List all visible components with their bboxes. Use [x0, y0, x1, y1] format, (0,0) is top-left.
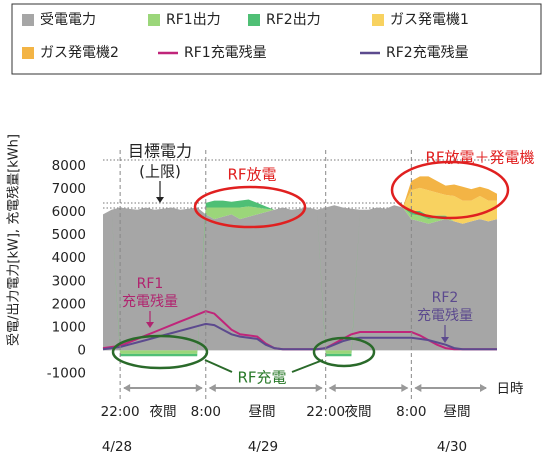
annotation: 4/30: [437, 439, 467, 455]
line: [102, 322, 497, 351]
legend-swatch: [372, 14, 384, 26]
annotation: RF2: [432, 290, 459, 306]
annotation: RF充電: [237, 369, 286, 387]
legend-label: RF2充電残量: [386, 45, 469, 61]
highlight: [390, 160, 510, 220]
highlight: [312, 336, 376, 368]
legend-label: ガス発電機1: [390, 12, 469, 28]
annotation: 夜間: [345, 404, 372, 420]
legend-label: RF1出力: [166, 12, 221, 28]
annotation: RF放電: [227, 166, 276, 184]
y-tick-label: 8000: [52, 158, 86, 174]
y-tick-label: 3000: [52, 273, 86, 289]
legend-label: ガス発電機2: [40, 45, 119, 61]
legend-swatch: [22, 14, 34, 26]
annotation: RF放電＋発電機: [425, 149, 534, 167]
y-tick-label: 4000: [52, 250, 86, 266]
annotation: 昼間: [249, 404, 276, 420]
y-tick-label: 5000: [52, 227, 86, 243]
annotation: 充電残量: [417, 308, 473, 324]
x-tick-label: 8:00: [191, 404, 221, 420]
annotation: 充電残量: [122, 294, 178, 310]
legend-label: RF1充電残量: [184, 45, 267, 61]
legend-box: [11, 3, 542, 75]
y-tick-label: 0: [77, 342, 86, 358]
legend-swatch: [248, 14, 260, 26]
y-tick-label: 2000: [52, 296, 86, 312]
highlight: [193, 185, 307, 229]
annotation: 4/28: [102, 439, 132, 455]
x-tick-label: 22:00: [306, 404, 345, 420]
annotation: RF1: [137, 276, 164, 292]
area: [103, 187, 497, 224]
annotation: 日時: [497, 381, 525, 397]
y-tick-label: 1000: [52, 319, 86, 335]
annotation: 夜間: [150, 404, 177, 420]
y-tick-label: 6000: [52, 204, 86, 220]
area: [103, 205, 497, 351]
y-axis-label: 受電/出力電力[kW], 充電残量[kWh]: [6, 134, 22, 346]
annotation: 4/29: [248, 439, 278, 455]
annotation: 目標電力: [128, 142, 192, 161]
legend-swatch: [148, 14, 160, 26]
leader: [204, 359, 324, 373]
legend-swatch: [22, 47, 34, 59]
legend-label: RF2出力: [266, 12, 321, 28]
arrow-head: [146, 322, 154, 328]
annotation: (上限): [139, 163, 181, 181]
x-tick-label: 8:00: [396, 404, 426, 420]
x-tick-label: 22:00: [101, 404, 140, 420]
y-tick-label: -1000: [47, 365, 86, 381]
y-tick-label: 7000: [52, 181, 86, 197]
annotation: 昼間: [444, 404, 471, 420]
legend-label: 受電電力: [40, 12, 96, 28]
arrow-head: [156, 197, 164, 203]
highlight: [111, 334, 209, 370]
arrow-head: [441, 337, 449, 343]
